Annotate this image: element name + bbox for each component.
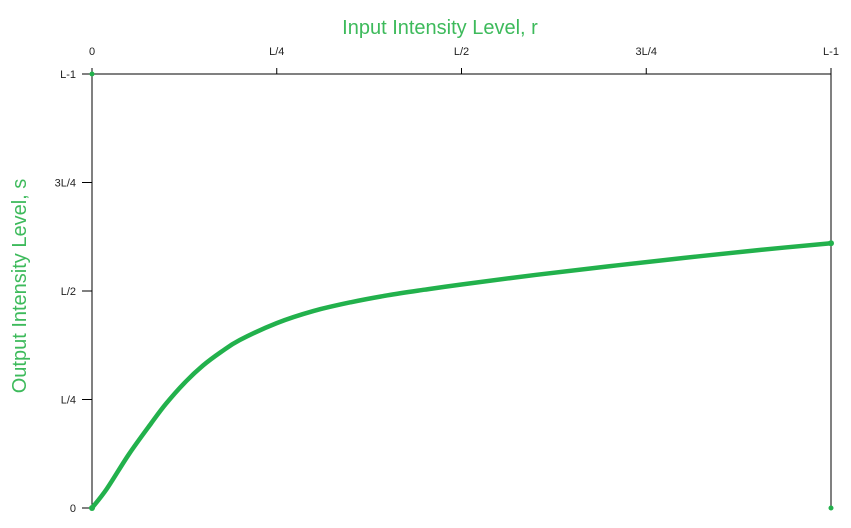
x-tick-label: L/2 bbox=[454, 46, 469, 58]
x-tick-label: 0 bbox=[89, 46, 95, 58]
y-tick-label: L-1 bbox=[60, 69, 76, 81]
y-axis-ticks: 0 L/4 L/2 3L/4 L-1 bbox=[55, 69, 834, 515]
x-tick-label: 3L/4 bbox=[636, 46, 657, 58]
y-tick-label: L/2 bbox=[61, 286, 76, 298]
x-tick-label: L/4 bbox=[269, 46, 284, 58]
series-line bbox=[89, 241, 834, 511]
y-axis-title: Output Intensity Level, s bbox=[9, 179, 31, 394]
frame-corner-dot bbox=[828, 505, 834, 511]
y-tick-label: L/4 bbox=[61, 395, 76, 407]
x-axis-title: Input Intensity Level, r bbox=[342, 17, 538, 39]
series-endpoint bbox=[89, 505, 95, 511]
x-tick-label: L-1 bbox=[823, 46, 839, 58]
frame-corner-dot bbox=[89, 71, 95, 77]
series-endpoint bbox=[828, 240, 834, 247]
x-axis-ticks: 0 L/4 L/2 3L/4 L-1 bbox=[89, 46, 839, 74]
series-layer bbox=[89, 240, 834, 511]
y-tick-label: 0 bbox=[70, 503, 76, 515]
y-tick-label: 3L/4 bbox=[55, 178, 76, 190]
